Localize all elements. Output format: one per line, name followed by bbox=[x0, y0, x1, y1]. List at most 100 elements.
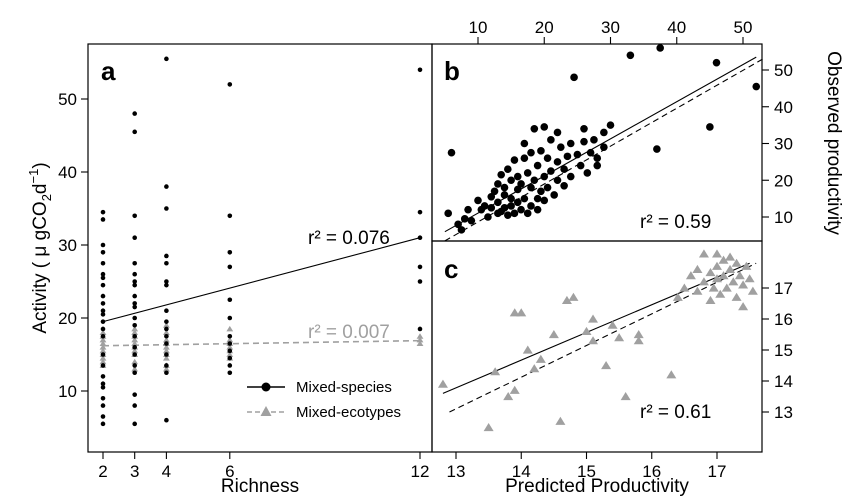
panel-b-point bbox=[527, 148, 535, 157]
panel-c-point bbox=[721, 283, 732, 292]
panel-c-point bbox=[503, 392, 514, 401]
panel-a-point-ecotypes bbox=[99, 344, 107, 350]
panel-a-point-ecotypes bbox=[163, 347, 170, 354]
panel-b-point bbox=[510, 209, 519, 218]
panel-c-y-tick-label: 14 bbox=[774, 372, 793, 391]
panel-a-point-ecotypes bbox=[131, 366, 139, 372]
panel-a-x-tick-label: 12 bbox=[411, 462, 430, 481]
panel-a-point-species bbox=[132, 421, 137, 427]
panel-a-point-species bbox=[132, 213, 137, 219]
panel-a-point-species bbox=[100, 396, 106, 401]
panel-b-point bbox=[752, 82, 761, 91]
panel-a-point-ecotypes bbox=[163, 336, 170, 343]
panel-b-ylabel: Observed productivity bbox=[823, 51, 844, 235]
panel-a-y-tick-label: 10 bbox=[58, 382, 77, 401]
panel-a-point-species bbox=[132, 403, 137, 408]
panel-b-point bbox=[520, 194, 529, 203]
panel-a-point-species bbox=[100, 333, 106, 339]
panel-c-y-tick-label: 13 bbox=[774, 403, 793, 422]
panel-c-x-tick-label: 17 bbox=[708, 462, 727, 481]
panel-a-point-ecotypes bbox=[99, 336, 107, 343]
panel-a-point-species bbox=[100, 250, 106, 255]
panel-c-point bbox=[620, 392, 631, 401]
panel-b-point bbox=[527, 183, 535, 192]
panel-a-point-species bbox=[164, 352, 169, 357]
panel-b-point bbox=[712, 58, 721, 67]
legend: Mixed-species Mixed-ecotypes bbox=[247, 379, 401, 421]
panel-a-point-species bbox=[100, 260, 106, 266]
panel-a-ylabel-text: Activity bbox=[30, 273, 51, 334]
panel-c-x-tick-label: 13 bbox=[447, 462, 466, 481]
panel-a-point-species bbox=[132, 363, 137, 368]
panel-a-point-species bbox=[100, 385, 106, 390]
panel-c-point bbox=[685, 271, 696, 280]
panel-a-point-species bbox=[417, 326, 423, 332]
panel-c-point bbox=[633, 330, 644, 339]
panel-b-point bbox=[537, 147, 545, 155]
panel-b-x-tick-label: 50 bbox=[734, 18, 753, 37]
panel-c-point bbox=[698, 277, 709, 286]
panel-c-point bbox=[728, 277, 739, 286]
panel-c-point bbox=[738, 302, 749, 311]
panel-a-x-tick-label: 2 bbox=[98, 462, 107, 481]
panel-a-point-ecotypes bbox=[226, 351, 234, 357]
panel-a-point-ecotypes bbox=[131, 340, 139, 346]
panel-b-point bbox=[553, 128, 562, 137]
panel-a-point-species bbox=[132, 392, 137, 397]
panel-a-point-species bbox=[227, 333, 233, 339]
panel-a-point-species bbox=[132, 323, 137, 328]
panel-a-point-species bbox=[164, 308, 169, 314]
panel-a-point-species bbox=[132, 333, 137, 339]
panel-a-point-species bbox=[227, 348, 233, 354]
panel-c-point bbox=[437, 379, 448, 388]
panel-a-point-species bbox=[100, 374, 106, 379]
panel-a-point-species bbox=[164, 279, 169, 284]
panel-c-point bbox=[555, 416, 566, 425]
panel-b-y-tick-label: 40 bbox=[774, 98, 793, 117]
panel-c-point bbox=[741, 261, 752, 270]
panel-c-xlabel: Predicted Productivity bbox=[505, 476, 689, 497]
panel-a-point-species bbox=[227, 213, 233, 219]
panel-a-point-species bbox=[227, 250, 233, 255]
panel-b-point bbox=[600, 128, 608, 137]
panel-a-point-species bbox=[132, 352, 137, 357]
panel-a-point-species bbox=[417, 67, 423, 73]
panel-a-point-species bbox=[100, 209, 106, 215]
panel-a-point-species bbox=[100, 403, 106, 408]
panel-a-point-ecotypes bbox=[99, 329, 107, 336]
panel-b-point bbox=[484, 213, 492, 221]
panel-a-point-ecotypes bbox=[99, 355, 107, 361]
panel-c-point bbox=[725, 252, 736, 261]
panel-a-y-tick-label: 40 bbox=[58, 163, 77, 182]
panel-a-point-ecotypes bbox=[416, 333, 424, 339]
panel-a-point-species bbox=[132, 271, 137, 277]
panel-b-point bbox=[537, 187, 545, 196]
panel-b-point bbox=[560, 181, 568, 190]
panel-b-point bbox=[533, 205, 542, 214]
panel-b-point bbox=[487, 192, 496, 201]
panel-a-point-species bbox=[132, 304, 137, 310]
panel-b-point bbox=[460, 215, 469, 223]
panel-c-point bbox=[588, 336, 599, 345]
panel-b-y-tick-label: 20 bbox=[774, 171, 793, 190]
panel-c-point bbox=[666, 370, 677, 379]
panel-c-point bbox=[731, 258, 742, 267]
panel-b-point bbox=[447, 148, 456, 157]
panel-a-r2-species: r² = 0.076 bbox=[308, 228, 390, 249]
panel-b-point bbox=[580, 125, 588, 133]
panel-b-point bbox=[540, 172, 549, 181]
panel-b-point bbox=[497, 170, 505, 179]
panel-a-point-species bbox=[164, 326, 169, 332]
panel-c-point bbox=[522, 345, 533, 354]
panel-b-y-tick-label: 50 bbox=[774, 61, 793, 80]
panel-a-point-ecotypes bbox=[226, 336, 234, 343]
panel-a-point-species bbox=[164, 184, 169, 189]
panel-c-point bbox=[698, 249, 709, 258]
panel-c-point bbox=[679, 283, 690, 292]
axis-ticks: 2 3 4 6 12 10 20 30 40 50 10 20 30 40 50 10 20 30 40 50 13 14… bbox=[58, 18, 793, 481]
panel-a-point-species bbox=[100, 217, 106, 222]
panel-b-point bbox=[576, 161, 585, 170]
panel-a-point-species bbox=[132, 260, 137, 266]
panel-c-label: c bbox=[444, 254, 458, 284]
